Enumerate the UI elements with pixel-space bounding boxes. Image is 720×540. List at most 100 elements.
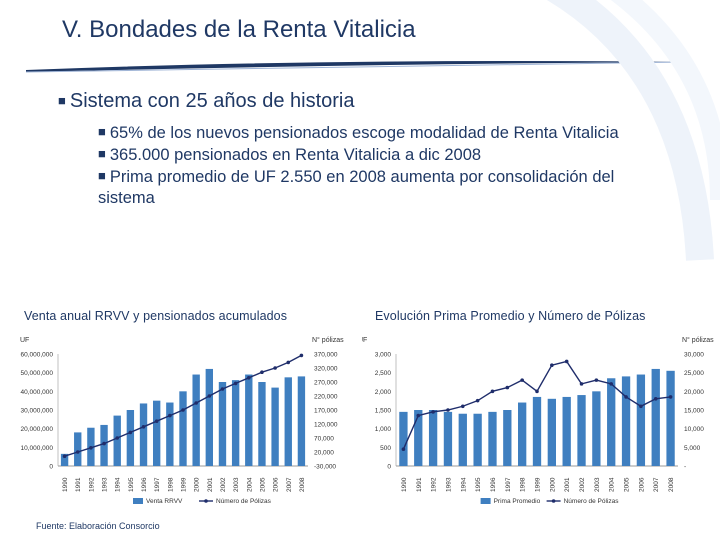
bullet-main: ■ Sistema con 25 años de historia xyxy=(58,90,678,113)
right-tick-label: -30,000 xyxy=(314,464,336,471)
category-label-1990: 1990 xyxy=(62,477,69,492)
category-label-1994: 1994 xyxy=(460,477,467,492)
right-tick-label: 270,000 xyxy=(314,380,338,387)
right-tick-label: 20,000 xyxy=(314,450,334,457)
category-label-1997: 1997 xyxy=(505,477,512,492)
bar-1997 xyxy=(153,400,161,466)
legend-bar-label: Venta RRVV xyxy=(146,498,183,505)
bar-1995 xyxy=(126,410,135,466)
line-point-2002 xyxy=(220,387,225,391)
left-tick-label: 2,000 xyxy=(375,389,392,396)
left-tick-label: 3,000 xyxy=(375,352,392,359)
line-point-1998 xyxy=(168,413,172,418)
bar-1993 xyxy=(100,424,108,466)
legend-bar-label: Prima Promedio xyxy=(494,498,541,505)
bar-1992 xyxy=(428,410,438,466)
chart-1-title: Venta anual RRVV y pensionados acumulado… xyxy=(24,309,288,323)
right-tick-label: 220,000 xyxy=(314,394,338,401)
bullet-sub-2: ■ 365.000 pensionados en Renta Vitalicia … xyxy=(98,145,658,166)
right-axis-unit-label: N° pólizas xyxy=(312,336,344,344)
line-point-1993 xyxy=(102,441,106,446)
right-tick-label: 15,000 xyxy=(684,408,704,415)
category-label-1998: 1998 xyxy=(167,477,174,492)
line-point-1992 xyxy=(89,446,93,450)
bar-2008 xyxy=(297,376,306,466)
line-point-1994 xyxy=(115,436,120,440)
line-point-2007 xyxy=(653,397,658,401)
category-label-2004: 2004 xyxy=(246,477,253,492)
line-point-1994 xyxy=(460,404,465,409)
slide-title: V. Bondades de la Renta Vitalicia xyxy=(62,16,416,43)
square-bullet-icon: ■ xyxy=(98,168,106,183)
category-label-2002: 2002 xyxy=(220,477,227,492)
category-label-1996: 1996 xyxy=(141,477,148,492)
left-tick-label: 2,500 xyxy=(375,370,392,377)
bar-2007 xyxy=(284,377,292,466)
line-point-1999 xyxy=(181,408,185,412)
bar-2005 xyxy=(621,376,631,466)
line-point-2007 xyxy=(286,360,291,365)
bar-2004 xyxy=(607,378,616,466)
chart-venta-anual: UF N° pólizas 60,000,000 50,000,000 40,000,0… xyxy=(20,336,344,505)
bar-2007 xyxy=(651,368,660,466)
square-bullet-icon: ■ xyxy=(98,124,106,139)
category-label-2005: 2005 xyxy=(259,477,266,492)
left-axis-unit-label: UF xyxy=(20,337,29,344)
bullet-sub-1: ■ 65% de los nuevos pensionados escoge mo… xyxy=(98,123,658,144)
category-label-1992: 1992 xyxy=(88,477,95,492)
bar-1998 xyxy=(166,402,174,466)
background-arc-decoration xyxy=(546,0,720,261)
category-label-2000: 2000 xyxy=(549,477,556,492)
right-tick-label: 70,000 xyxy=(314,436,334,443)
legend-bar-swatch xyxy=(480,498,491,504)
line-point-2003 xyxy=(233,381,238,386)
legend-bar-swatch xyxy=(133,498,143,504)
category-label-1992: 1992 xyxy=(431,477,438,492)
line-point-2006 xyxy=(639,404,643,409)
line-point-2008 xyxy=(668,395,673,399)
line-point-2003 xyxy=(594,378,599,382)
line-point-2002 xyxy=(579,382,584,386)
bar-2006 xyxy=(271,387,279,466)
category-label-1999: 1999 xyxy=(535,477,542,492)
bullet-sub-2-text: 365.000 pensionados en Renta Vitalicia a… xyxy=(109,146,482,164)
category-label-2008: 2008 xyxy=(299,477,306,492)
line-point-1999 xyxy=(535,389,539,394)
bar-2008 xyxy=(666,370,675,466)
category-label-1997: 1997 xyxy=(154,477,161,492)
category-label-2003: 2003 xyxy=(233,477,240,492)
bar-2001 xyxy=(562,396,571,466)
bar-1999 xyxy=(179,391,187,466)
right-axis-unit-label: N° pólizas xyxy=(682,336,714,344)
right-tick-label: 320,000 xyxy=(314,366,338,373)
line-point-2000 xyxy=(194,401,198,405)
left-tick-label: 10,000,000 xyxy=(20,445,53,452)
right-tick-label: 25,000 xyxy=(684,370,704,377)
left-tick-label: 0 xyxy=(387,464,391,471)
bar-1996 xyxy=(139,403,148,466)
bar-1993 xyxy=(443,411,453,466)
bar-2000 xyxy=(192,374,200,466)
category-label-1993: 1993 xyxy=(102,477,109,492)
line-point-2001 xyxy=(207,394,212,398)
bar-2006 xyxy=(636,374,646,466)
bar-1994 xyxy=(113,415,121,466)
line-point-1993 xyxy=(446,408,450,412)
bar-2000 xyxy=(547,398,556,466)
chart-2-title: Evolución Prima Promedio y Número de Pól… xyxy=(375,309,646,323)
line-point-1998 xyxy=(520,378,524,382)
category-label-1993: 1993 xyxy=(445,477,452,492)
category-label-1990: 1990 xyxy=(401,477,408,492)
legend-line-marker xyxy=(204,499,208,503)
square-bullet-icon: ■ xyxy=(58,93,66,108)
line-point-1997 xyxy=(154,419,159,423)
left-tick-label: 60,000,000 xyxy=(20,352,53,359)
right-tick-label: 5,000 xyxy=(684,445,701,452)
line-point-1991 xyxy=(75,450,80,454)
line-point-1995 xyxy=(128,430,133,435)
right-tick-label: 170,000 xyxy=(314,408,338,415)
bar-2005 xyxy=(258,382,266,466)
bar-1991 xyxy=(74,432,82,466)
category-label-1999: 1999 xyxy=(181,477,188,492)
category-label-2006: 2006 xyxy=(273,477,280,492)
